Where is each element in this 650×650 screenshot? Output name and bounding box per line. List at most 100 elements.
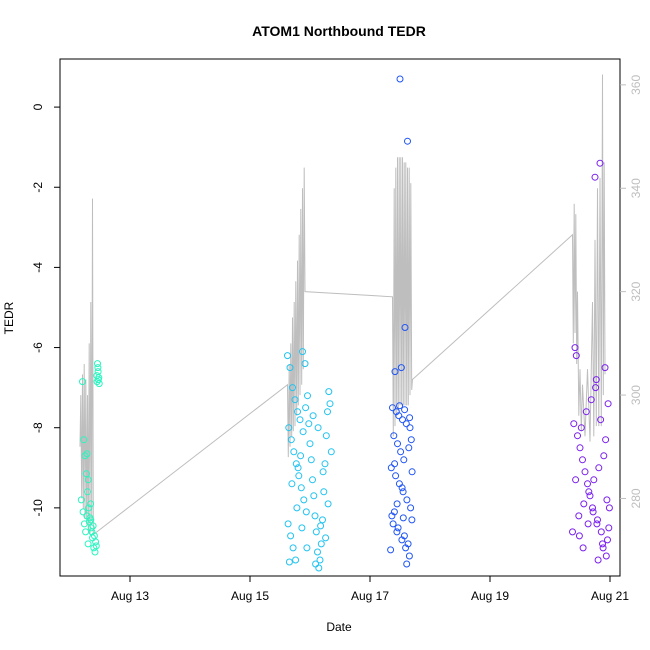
data-point: [309, 476, 316, 484]
data-point: [403, 496, 411, 504]
data-point: [287, 436, 295, 444]
data-point: [580, 500, 588, 508]
data-point: [391, 368, 399, 376]
data-point: [80, 436, 88, 444]
data-point: [599, 544, 607, 552]
data-point: [94, 360, 101, 368]
data-point: [84, 540, 92, 548]
data-point: [574, 432, 581, 440]
data-point: [87, 516, 95, 524]
data-point: [576, 444, 584, 452]
data-point: [296, 416, 304, 424]
data-point: [584, 480, 591, 488]
data-point: [587, 396, 595, 404]
data-point: [320, 488, 328, 496]
data-point: [395, 412, 403, 420]
y2-tick-label: 280: [629, 488, 643, 508]
y-tick-label: -2: [31, 182, 45, 193]
data-point: [604, 400, 612, 408]
data-point: [406, 414, 414, 422]
data-point: [77, 496, 85, 504]
data-point: [396, 402, 404, 410]
data-point: [92, 542, 100, 550]
data-point: [405, 444, 413, 452]
data-point: [284, 520, 292, 528]
data-point: [302, 404, 310, 412]
data-point: [602, 436, 610, 444]
data-point: [400, 456, 408, 464]
data-point: [387, 546, 395, 554]
data-point: [572, 352, 580, 360]
data-point: [325, 388, 333, 396]
data-point: [572, 476, 580, 484]
y-tick-label: -8: [31, 422, 45, 433]
data-point: [599, 540, 606, 548]
data-point: [87, 500, 95, 508]
data-point: [87, 524, 95, 532]
y-axis-label: TEDR: [2, 301, 16, 334]
data-point: [589, 508, 597, 516]
data-point: [311, 512, 319, 520]
data-point: [312, 560, 320, 568]
data-point: [317, 522, 325, 530]
data-point: [82, 470, 90, 478]
data-point: [604, 536, 611, 544]
data-point: [389, 520, 397, 528]
data-point: [589, 504, 596, 512]
data-point: [404, 137, 411, 145]
data-point: [570, 420, 578, 428]
data-point: [399, 488, 407, 496]
data-point: [324, 500, 332, 508]
data-point: [594, 516, 601, 524]
secondary-series-layer: [79, 74, 606, 536]
data-point: [590, 476, 598, 484]
y2-tick-label: 340: [629, 178, 643, 198]
data-point: [390, 508, 398, 516]
data-point: [402, 420, 410, 428]
data-point: [394, 524, 402, 532]
data-point: [285, 424, 293, 432]
data-point: [401, 324, 409, 331]
data-point: [317, 540, 325, 548]
x-tick-label: Aug 15: [231, 589, 269, 603]
data-point: [586, 492, 594, 500]
data-point: [577, 424, 585, 432]
data-point: [312, 528, 320, 536]
data-point: [319, 468, 327, 476]
data-point: [585, 488, 593, 496]
data-point: [408, 516, 416, 524]
y-tick-label: 0: [31, 103, 45, 110]
data-point: [602, 552, 610, 560]
data-point: [597, 528, 605, 536]
data-point: [300, 496, 308, 504]
data-point: [397, 448, 405, 456]
data-point: [594, 556, 602, 564]
data-point: [400, 532, 408, 540]
data-point: [569, 528, 576, 536]
data-point: [301, 360, 309, 368]
data-point: [303, 544, 311, 552]
data-point: [575, 512, 583, 520]
x-tick-label: Aug 13: [111, 589, 149, 603]
plot-frame: [59, 58, 621, 577]
data-point: [85, 518, 93, 526]
points-layer: [77, 75, 613, 572]
data-point: [290, 448, 298, 456]
data-point: [579, 544, 587, 552]
data-point: [399, 416, 406, 424]
data-point: [593, 520, 601, 528]
data-point: [297, 484, 305, 492]
data-point: [321, 460, 329, 468]
data-point: [387, 464, 395, 472]
y-tick-label: -4: [31, 262, 45, 273]
data-point: [595, 464, 603, 472]
data-point: [287, 532, 295, 540]
data-point: [404, 540, 412, 548]
y2-tick-label: 300: [629, 385, 643, 405]
data-point: [84, 476, 92, 484]
data-point: [89, 522, 97, 530]
secondary-series-line: [79, 74, 606, 536]
data-point: [79, 508, 87, 516]
data-point: [407, 504, 415, 512]
